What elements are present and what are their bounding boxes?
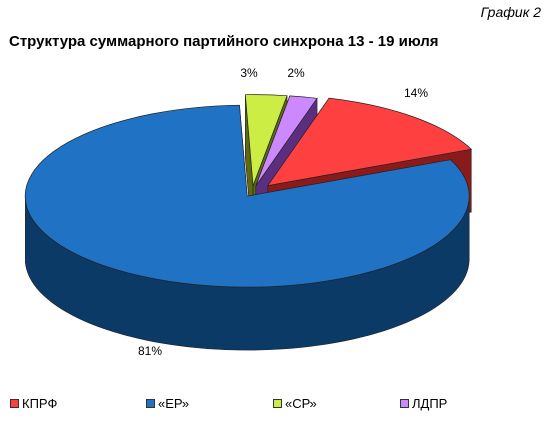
pie-chart: 14% 81% 3% 2%	[24, 66, 472, 358]
data-label-sr: 3%	[240, 66, 258, 80]
pie-slice-kprf	[267, 97, 472, 187]
pie-slice-er	[24, 104, 470, 288]
data-label-er: 81%	[138, 344, 162, 358]
data-label-ldpr: 2%	[287, 66, 305, 80]
legend-item-ldpr: ЛДПР	[400, 396, 447, 411]
legend-swatch-sr	[273, 399, 282, 408]
graph-number: График 2	[480, 4, 541, 20]
legend-label-kprf: КПРФ	[22, 396, 58, 411]
legend-swatch-er	[146, 399, 155, 408]
legend-item-sr: «СР»	[273, 396, 317, 411]
legend-swatch-ldpr	[400, 399, 409, 408]
legend-item-kprf: КПРФ	[10, 396, 57, 411]
legend-label-ldpr: ЛДПР	[412, 396, 448, 411]
legend-label-er: «ЕР»	[158, 396, 190, 411]
pie-slice-ldpr	[255, 95, 318, 186]
legend-item-er: «ЕР»	[146, 396, 189, 411]
legend-label-sr: «СР»	[285, 396, 317, 411]
legend-swatch-kprf	[10, 399, 19, 408]
data-label-kprf: 14%	[404, 86, 428, 100]
chart-legend: КПРФ «ЕР» «СР» ЛДПР	[0, 396, 550, 416]
pie-slice-sr	[244, 94, 288, 186]
chart-title: Структура суммарного партийного синхрона…	[9, 33, 439, 50]
